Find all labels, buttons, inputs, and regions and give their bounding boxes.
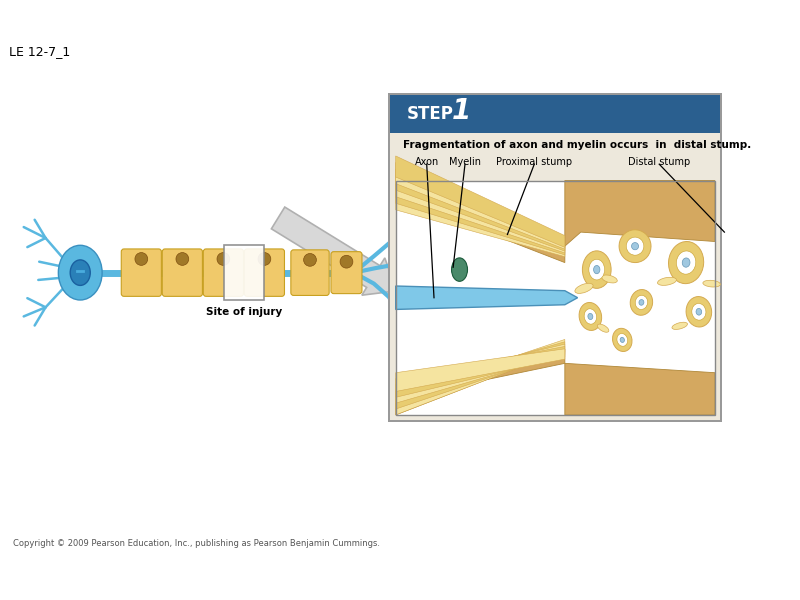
Text: Copyright © 2009 Pearson Education, Inc., publishing as Pearson Benjamin Cumming: Copyright © 2009 Pearson Education, Inc.… [13, 539, 380, 548]
Polygon shape [396, 163, 565, 249]
Ellipse shape [669, 242, 704, 284]
Polygon shape [396, 169, 565, 251]
Text: Axon: Axon [414, 157, 439, 167]
Text: Site of injury: Site of injury [206, 307, 282, 317]
Bar [224, 245, 265, 300]
Text: Distal stump: Distal stump [628, 157, 690, 167]
Bar [390, 95, 720, 133]
Ellipse shape [588, 313, 593, 320]
FancyArrow shape [271, 207, 397, 295]
Bar [389, 93, 722, 422]
Polygon shape [396, 286, 578, 310]
Ellipse shape [703, 280, 720, 287]
Polygon shape [396, 181, 565, 263]
Text: 1: 1 [452, 97, 471, 125]
Text: Fragmentation of axon and myelin occurs  in  distal stump.: Fragmentation of axon and myelin occurs … [403, 140, 751, 151]
Text: Myelin: Myelin [449, 157, 481, 167]
Ellipse shape [631, 242, 638, 250]
Polygon shape [396, 342, 565, 409]
Ellipse shape [582, 251, 611, 289]
Ellipse shape [340, 256, 353, 268]
Ellipse shape [692, 304, 706, 320]
Ellipse shape [686, 296, 712, 327]
FancyBboxPatch shape [244, 249, 285, 296]
Polygon shape [396, 346, 565, 397]
Ellipse shape [176, 253, 189, 265]
Polygon shape [396, 156, 565, 247]
Ellipse shape [696, 308, 702, 315]
Polygon shape [565, 364, 715, 415]
Polygon shape [396, 182, 565, 255]
Ellipse shape [613, 328, 632, 352]
Polygon shape [396, 189, 565, 257]
Ellipse shape [304, 254, 316, 266]
FancyBboxPatch shape [162, 249, 202, 296]
Polygon shape [396, 344, 565, 403]
Ellipse shape [765, 346, 779, 366]
Ellipse shape [602, 275, 618, 283]
Ellipse shape [626, 237, 644, 255]
Bar [390, 133, 720, 421]
Ellipse shape [620, 337, 625, 343]
Ellipse shape [598, 324, 609, 332]
Ellipse shape [594, 265, 600, 274]
Polygon shape [396, 349, 565, 391]
Text: STEP: STEP [406, 105, 454, 123]
FancyBboxPatch shape [291, 250, 329, 295]
Ellipse shape [630, 290, 653, 315]
Ellipse shape [589, 259, 605, 280]
FancyBboxPatch shape [122, 249, 162, 296]
Ellipse shape [584, 309, 597, 324]
Ellipse shape [135, 253, 148, 265]
Ellipse shape [658, 277, 677, 286]
Ellipse shape [682, 258, 690, 267]
FancyBboxPatch shape [203, 249, 243, 296]
Text: LE 12-7_1: LE 12-7_1 [9, 45, 70, 58]
Bar [565, 181, 715, 415]
Ellipse shape [217, 253, 230, 265]
Polygon shape [396, 176, 565, 253]
Ellipse shape [672, 322, 687, 329]
Ellipse shape [617, 334, 628, 346]
Ellipse shape [579, 302, 602, 331]
Bar [396, 181, 715, 415]
Ellipse shape [635, 295, 647, 310]
Ellipse shape [258, 253, 270, 265]
Ellipse shape [639, 299, 644, 305]
Polygon shape [565, 181, 715, 246]
Text: Proximal stump: Proximal stump [496, 157, 572, 167]
Ellipse shape [58, 245, 102, 300]
Polygon shape [396, 349, 565, 415]
Bar [396, 181, 715, 415]
Ellipse shape [70, 260, 90, 286]
Ellipse shape [619, 230, 651, 263]
Ellipse shape [575, 283, 593, 293]
FancyBboxPatch shape [331, 251, 362, 293]
Ellipse shape [677, 251, 696, 274]
Ellipse shape [451, 258, 467, 281]
Polygon shape [396, 340, 565, 415]
